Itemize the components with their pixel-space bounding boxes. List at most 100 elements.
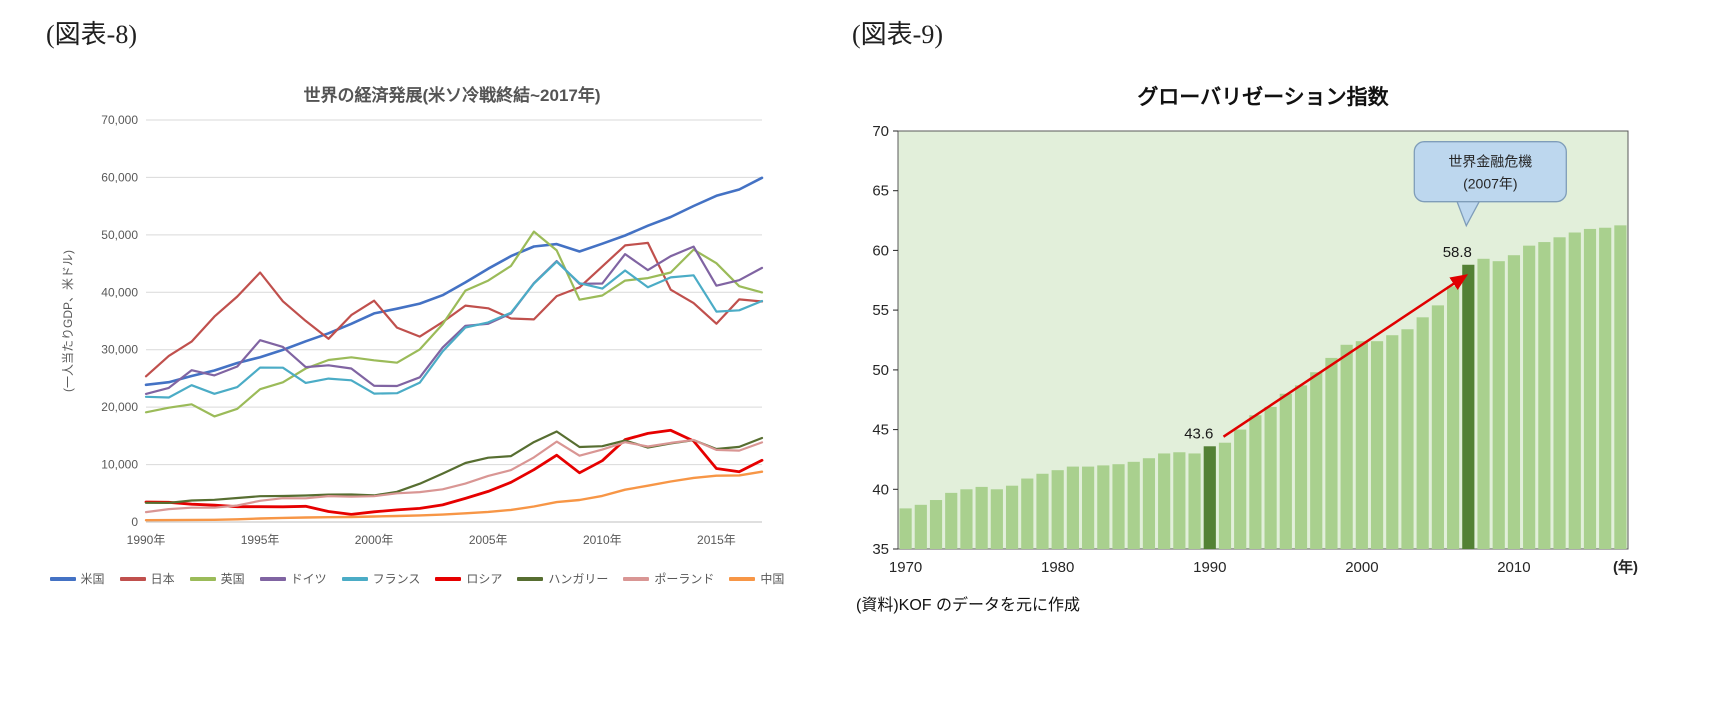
bar-2017 xyxy=(1614,225,1627,549)
y-tick-label: 60 xyxy=(872,242,889,259)
y-tick-label: 70 xyxy=(872,123,889,140)
bar-2013 xyxy=(1553,237,1566,549)
x-tick-label: 2000 xyxy=(1345,559,1378,576)
bar-2007 xyxy=(1462,264,1475,549)
bar-1983 xyxy=(1097,465,1110,549)
line-series xyxy=(144,230,764,418)
x-tick-label: 1970 xyxy=(889,559,922,576)
x-tick-label: 1995年 xyxy=(241,533,280,547)
legend-label: フランス xyxy=(372,572,421,586)
line-series xyxy=(144,260,764,399)
bar-1974 xyxy=(960,489,973,549)
legend-label: ポーランド xyxy=(654,572,715,586)
bar-2002 xyxy=(1386,335,1399,549)
y-tick-label: 35 xyxy=(872,541,889,558)
legend-label: ハンガリー xyxy=(548,572,609,586)
bar-1984 xyxy=(1112,464,1125,549)
figure-8-title: 世界の経済発展(米ソ冷戦終結~2017年) xyxy=(303,86,601,105)
y-tick-label: 10,000 xyxy=(101,458,138,472)
bar-2008 xyxy=(1477,258,1490,549)
x-tick-label: 1980 xyxy=(1041,559,1074,576)
bar-1979 xyxy=(1036,473,1049,549)
bar-2012 xyxy=(1538,242,1551,549)
bar-2010 xyxy=(1507,255,1521,549)
bar-1990 xyxy=(1203,446,1216,549)
bar-2003 xyxy=(1401,329,1414,549)
y-tick-label: 45 xyxy=(872,422,889,439)
annotation-line-2: (2007年) xyxy=(1463,176,1517,192)
bar-2004 xyxy=(1416,317,1429,549)
legend-label: ロシア xyxy=(466,572,503,586)
legend-swatch xyxy=(623,576,650,581)
bar-2005 xyxy=(1431,305,1444,549)
figure-8: (図表-8) 世界の経済発展(米ソ冷戦終結~2017年) (一人当たりGDP、米… xyxy=(46,14,806,587)
legend-swatch xyxy=(119,576,146,581)
y-tick-label: 65 xyxy=(872,183,889,200)
x-tick-label: 2000年 xyxy=(355,533,394,547)
line-series xyxy=(144,241,764,378)
y-axis-title: (一人当たりGDP、米ドル) xyxy=(61,250,75,392)
bar-1975 xyxy=(975,486,988,549)
legend-label: 英国 xyxy=(220,572,245,586)
x-tick-label: 1990年 xyxy=(127,533,166,547)
bar-1994 xyxy=(1264,406,1277,549)
legend-item: 米国 xyxy=(49,570,105,587)
x-tick-label: 2010年 xyxy=(583,533,622,547)
legend-swatch xyxy=(189,576,216,581)
bar-1998 xyxy=(1325,357,1338,549)
line-chart-legend: 米国 日本 英国 ドイツ フランス ロシア ハンガリー ポーランド 中国 xyxy=(46,570,788,587)
y-tick-label: 55 xyxy=(872,302,889,319)
bar-value-label: 58.8 xyxy=(1443,244,1472,261)
legend-swatch xyxy=(435,576,462,581)
figure-9-label: (図表-9) xyxy=(852,20,943,49)
x-tick-label: 1990 xyxy=(1193,559,1226,576)
y-tick-label: 60,000 xyxy=(101,170,138,184)
bar-1981 xyxy=(1066,466,1079,549)
bar-1982 xyxy=(1082,466,1095,549)
bar-1986 xyxy=(1142,458,1156,549)
legend-label: ドイツ xyxy=(290,572,327,586)
line-series xyxy=(144,470,764,522)
line-series xyxy=(144,438,764,514)
gdp-line-chart: (一人当たりGDP、米ドル) 0 10,000 20,000 30,000 40,000… xyxy=(61,113,764,547)
bar-1987 xyxy=(1158,453,1171,549)
bar-1992 xyxy=(1234,429,1247,549)
x-tick-label: 2005年 xyxy=(469,533,508,547)
bar-1976 xyxy=(990,489,1003,549)
figure-8-label: (図表-8) xyxy=(46,20,137,49)
bar-1977 xyxy=(1005,485,1019,549)
legend-item: ハンガリー xyxy=(517,570,608,587)
bar-1971 xyxy=(914,504,927,549)
y-tick-label: 30,000 xyxy=(101,343,138,357)
y-tick-label: 0 xyxy=(131,515,138,529)
line-series xyxy=(144,428,764,516)
bar-2015 xyxy=(1583,228,1597,549)
legend-swatch xyxy=(517,576,544,581)
y-tick-label: 70,000 xyxy=(101,113,138,127)
line-series xyxy=(144,245,764,395)
bar-1996 xyxy=(1294,385,1308,549)
legend-label: 米国 xyxy=(80,572,105,586)
x-tick-label: 2010 xyxy=(1497,559,1530,576)
legend-item: ポーランド xyxy=(623,570,714,587)
bar-1999 xyxy=(1340,344,1353,549)
legend-label: 中国 xyxy=(760,572,785,586)
bar-2000 xyxy=(1355,341,1368,549)
bar-1997 xyxy=(1310,372,1323,549)
bar-1978 xyxy=(1021,478,1034,549)
bar-1970 xyxy=(899,508,912,549)
globalization-bar-chart: 35 40 45 50 55 60 65 70 1970 1980 1990 2000 2010 (年) 4… xyxy=(872,123,1638,576)
x-tick-label: 2015年 xyxy=(697,533,736,547)
bar-2011 xyxy=(1523,245,1536,549)
bar-1972 xyxy=(929,500,943,549)
line-series xyxy=(144,176,764,387)
y-tick-label: 50,000 xyxy=(101,228,138,242)
legend-label: 日本 xyxy=(150,572,175,586)
bar-2009 xyxy=(1492,261,1505,549)
bar-1995 xyxy=(1279,393,1292,549)
bar-1989 xyxy=(1188,453,1201,549)
bar-1988 xyxy=(1173,452,1186,549)
legend-item: ドイツ xyxy=(259,570,327,587)
trend-arrow xyxy=(1222,274,1469,438)
